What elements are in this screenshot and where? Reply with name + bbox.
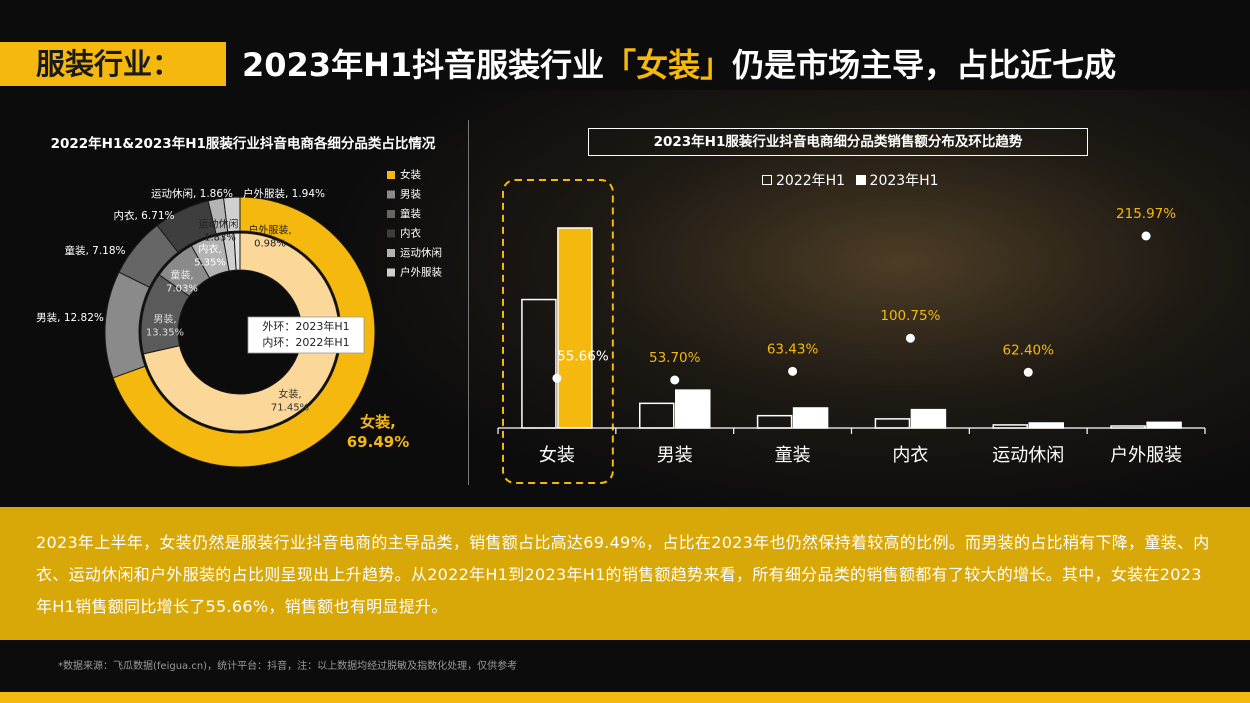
donut-legend-label-2: 童装 — [400, 207, 421, 220]
growth-point-4 — [1023, 367, 1033, 377]
bar-2023-5 — [1146, 421, 1182, 429]
chart-divider — [468, 120, 469, 485]
donut-outer-label-0: 女装, 69.49% — [347, 413, 409, 451]
headline-highlight: 「女装」 — [604, 46, 733, 84]
bar-2023-4 — [1028, 422, 1064, 429]
donut-inner-slice-5 — [233, 232, 241, 271]
summary-text: 2023年上半年，女装仍然是服装行业抖音电商的主导品类，销售额占比高达69.49… — [36, 533, 1210, 616]
legend-label-2022: 2022年H1 — [776, 173, 846, 189]
growth-label-4: 62.40% — [1003, 342, 1055, 358]
donut-inner-label-2: 童装, 7.03% — [166, 269, 198, 295]
page-title: 2023年H1抖音服装行业「女装」仍是市场主导，占比近七成 — [242, 42, 1116, 88]
x-tick-label-5: 户外服装 — [1110, 445, 1182, 466]
donut-inner-label-0: 女装, 71.45% — [271, 388, 309, 414]
summary-panel: 2023年上半年，女装仍然是服装行业抖音电商的主导品类，销售额占比高达69.49… — [0, 507, 1250, 640]
bar-2023-3 — [910, 408, 947, 429]
x-tick-label-3: 内衣 — [892, 445, 928, 466]
bottom-accent-bar — [0, 692, 1250, 703]
donut-inner-label-4: 运动休闲, 1.83% — [198, 218, 241, 244]
growth-point-5 — [1141, 231, 1151, 241]
donut-legend-swatch-2 — [387, 210, 395, 218]
growth-point-2 — [788, 366, 798, 376]
donut-center-note-line-1: 外环：2023年H1 — [262, 319, 349, 333]
legend-item-2023: 2023年H1 — [855, 170, 939, 190]
growth-label-0: 55.66% — [557, 348, 609, 364]
legend-swatch-2023 — [855, 175, 866, 185]
bar-chart-title: 2023年H1服装行业抖音电商细分品类销售额分布及环比趋势 — [588, 128, 1088, 156]
bar-2022-0 — [521, 298, 557, 429]
donut-legend-label-0: 女装 — [400, 168, 421, 181]
bar-2022-1 — [639, 402, 675, 429]
donut-outer-label-3: 内衣, 6.71% — [113, 209, 174, 222]
headline-part-2: 仍是市场主导，占比近七成 — [732, 46, 1117, 84]
x-tick-label-1: 男装 — [657, 445, 693, 466]
legend-label-2023: 2023年H1 — [869, 173, 939, 189]
data-source-note: *数据来源：飞瓜数据(feigua.cn)，统计平台：抖音，注：以上数据均经过脱… — [58, 661, 518, 672]
donut-legend-swatch-5 — [387, 268, 395, 277]
bar-2023-0 — [557, 227, 593, 429]
donut-outer-label-2: 童装, 7.18% — [64, 244, 125, 257]
donut-legend-label-5: 户外服装 — [400, 266, 442, 279]
donut-legend-swatch-1 — [387, 190, 395, 199]
donut-outer-label-5: 户外服装, 1.94% — [243, 187, 325, 200]
headline-part-1: 2023年H1抖音服装行业 — [242, 46, 605, 84]
bar-2023-2 — [792, 407, 829, 429]
section-tag: 服装行业： — [0, 42, 226, 86]
donut-inner-label-5: 户外服装, 0.98% — [248, 224, 291, 250]
growth-point-3 — [905, 333, 915, 343]
donut-legend-swatch-0 — [387, 171, 395, 179]
x-tick-label-0: 女装 — [539, 445, 575, 466]
bar-2023-1 — [675, 389, 711, 429]
growth-point-1 — [670, 375, 680, 385]
growth-label-5: 215.97% — [1116, 206, 1176, 222]
highlight-box-womens — [502, 179, 614, 484]
donut-outer-label-4: 运动休闲, 1.86% — [151, 187, 233, 200]
donut-legend-label-3: 内衣 — [400, 227, 421, 240]
growth-point-0 — [552, 373, 562, 383]
donut-legend-label-4: 运动休闲 — [400, 246, 442, 259]
donut-legend-swatch-4 — [387, 249, 395, 257]
growth-label-2: 63.43% — [767, 341, 819, 357]
growth-label-3: 100.75% — [880, 308, 940, 324]
bar-2022-3 — [874, 418, 911, 429]
x-tick-label-2: 童装 — [775, 445, 811, 466]
donut-center-note-line-2: 内环：2022年H1 — [262, 335, 349, 349]
x-tick-label-4: 运动休闲 — [992, 445, 1064, 466]
donut-legend-label-1: 男装 — [400, 188, 421, 201]
donut-outer-label-1: 男装, 12.82% — [36, 311, 104, 324]
donut-inner-label-1: 男装, 13.35% — [146, 313, 184, 339]
bar-2022-2 — [756, 414, 793, 429]
legend-item-2022: 2022年H1 — [762, 170, 845, 190]
background-photo — [330, 90, 1250, 520]
donut-chart-title: 2022年H1&2023年H1服装行业抖音电商各细分品类占比情况 — [50, 136, 436, 152]
bar-legend: 2022年H1 2023年H1 — [762, 170, 945, 190]
growth-label-1: 53.70% — [649, 350, 701, 366]
legend-swatch-2022 — [762, 175, 772, 185]
donut-inner-label-3: 内衣, 5.35% — [194, 243, 226, 269]
donut-legend-swatch-3 — [387, 229, 395, 238]
donut-center-note-box — [247, 316, 365, 354]
donut-outer-slice-5 — [223, 196, 241, 233]
